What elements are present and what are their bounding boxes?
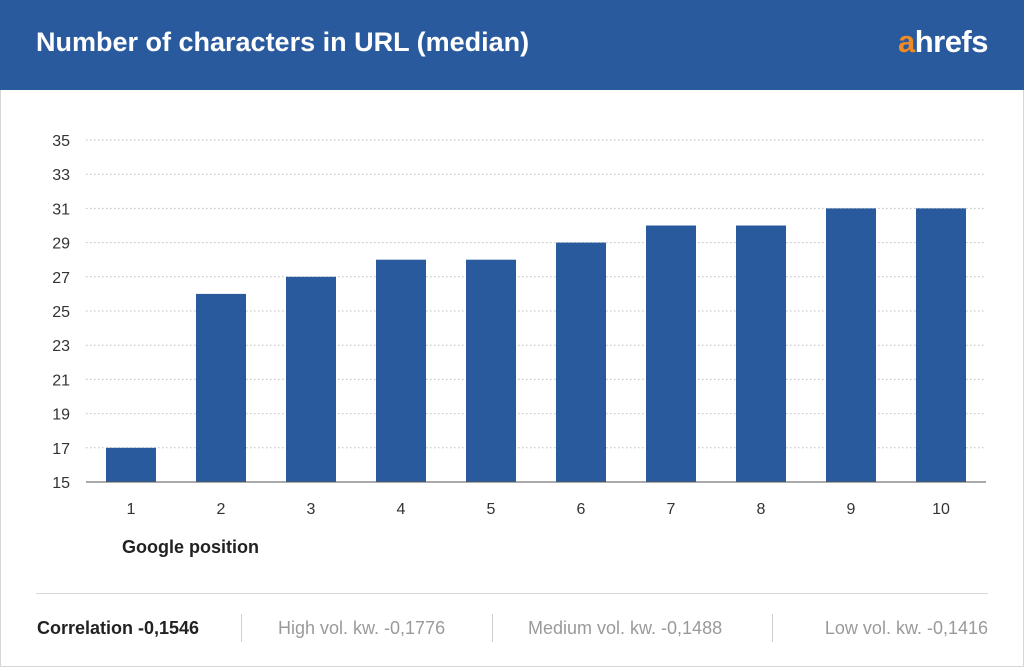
- correlation-medium-volume: Medium vol. kw. -0,1488: [528, 618, 723, 638]
- correlation-high-volume: High vol. kw. -0,1776: [278, 618, 446, 638]
- y-tick-label: 31: [52, 201, 70, 218]
- footer-divider: [36, 593, 988, 594]
- y-tick-label: 27: [52, 270, 70, 287]
- bar: [736, 225, 786, 482]
- bar: [466, 259, 516, 482]
- x-tick-label: 2: [217, 501, 226, 518]
- bar: [826, 208, 876, 482]
- x-tick-label: 9: [847, 501, 856, 518]
- x-tick-label: 8: [757, 501, 766, 518]
- y-tick-label: 19: [52, 407, 70, 424]
- footer-separator: [241, 614, 242, 642]
- bar: [646, 225, 696, 482]
- bar: [916, 208, 966, 482]
- x-axis-title: Google position: [122, 537, 259, 557]
- x-tick-label: 3: [307, 501, 316, 518]
- logo-text: hrefs: [914, 24, 989, 59]
- y-tick-label: 17: [52, 441, 70, 458]
- y-tick-label: 15: [52, 475, 70, 492]
- y-tick-label: 33: [52, 167, 70, 184]
- y-tick-label: 25: [52, 304, 70, 321]
- bar: [286, 276, 336, 482]
- chart-header: Number of characters in URL (median) ahr…: [0, 0, 1024, 90]
- y-tick-label: 21: [52, 372, 70, 389]
- y-tick-label: 29: [52, 236, 70, 253]
- x-tick-label: 10: [932, 501, 950, 518]
- chart-title: Number of characters in URL (median): [36, 27, 530, 57]
- ahrefs-logo: ahrefs: [897, 24, 989, 60]
- x-tick-label: 7: [667, 501, 676, 518]
- x-tick-label: 4: [397, 501, 406, 518]
- x-tick-label: 6: [577, 501, 586, 518]
- y-tick-label: 35: [52, 133, 70, 150]
- bar: [196, 293, 246, 482]
- y-tick-label: 23: [52, 338, 70, 355]
- logo-accent-letter: a: [897, 24, 915, 59]
- correlation-low-volume: Low vol. kw. -0,1416: [824, 618, 988, 638]
- bar: [376, 259, 426, 482]
- bar: [106, 447, 156, 482]
- bar: [556, 242, 606, 482]
- footer-separator: [772, 614, 773, 642]
- footer-separator: [492, 614, 493, 642]
- correlation-footer: Correlation -0,1546 High vol. kw. -0,177…: [0, 594, 1024, 666]
- correlation-overall: Correlation -0,1546: [37, 618, 200, 638]
- x-tick-label: 1: [127, 501, 136, 518]
- x-tick-label: 5: [487, 501, 496, 518]
